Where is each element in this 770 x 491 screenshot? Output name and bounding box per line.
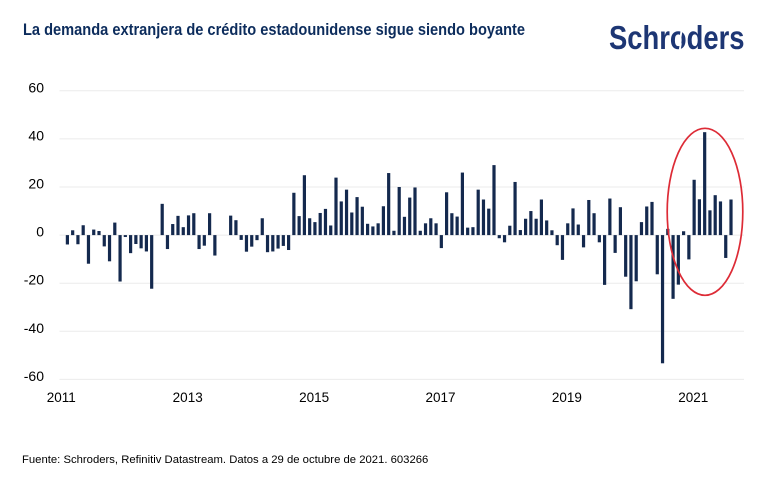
svg-text:2017: 2017 [425,390,455,405]
svg-text:20: 20 [28,176,44,192]
svg-text:-40: -40 [24,320,44,336]
svg-text:-60: -60 [24,368,44,384]
svg-text:40: 40 [28,127,44,143]
svg-text:60: 60 [28,79,44,95]
svg-text:2019: 2019 [552,390,582,405]
svg-text:Schroders: Schroders [609,19,745,56]
svg-text:2015: 2015 [299,390,329,405]
svg-text:2013: 2013 [173,390,203,405]
svg-text:2011: 2011 [47,390,76,405]
svg-text:-20: -20 [24,272,44,288]
svg-text:0: 0 [36,224,44,240]
svg-text:2021: 2021 [678,390,708,405]
